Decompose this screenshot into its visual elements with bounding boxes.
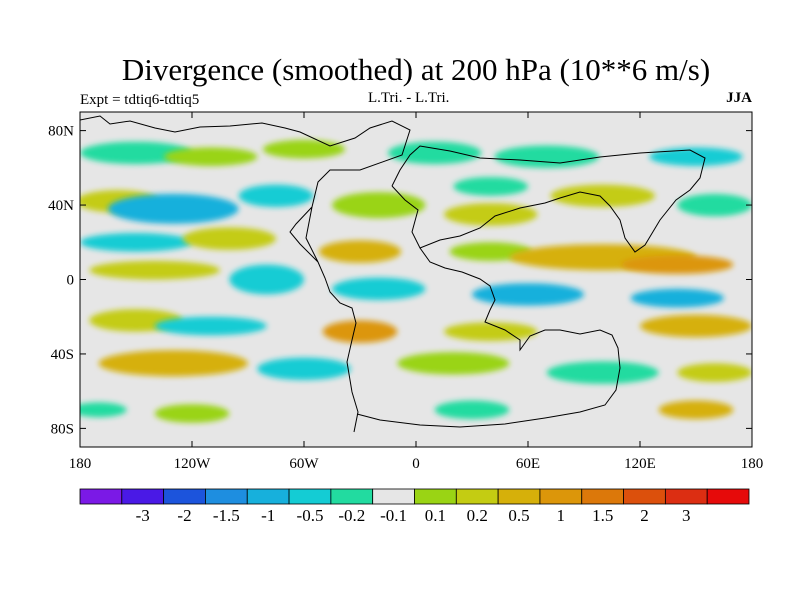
x-tick-label-2: 60W bbox=[289, 456, 319, 472]
field-region-31 bbox=[257, 357, 351, 380]
field-region-10 bbox=[444, 203, 538, 226]
colorbar-swatch-2 bbox=[163, 488, 206, 505]
colorbar-swatch-13 bbox=[623, 488, 666, 505]
axes: 180 120W 60W 0 60E 120E 180 80N 40N 0 40S 80S bbox=[48, 112, 763, 472]
y-tick-label-3: 40S bbox=[51, 347, 74, 363]
field-region-16 bbox=[318, 240, 402, 263]
experiment-label: Expt = tdtiq6-tdtiq5 bbox=[80, 92, 200, 108]
field-region-13 bbox=[677, 193, 752, 217]
region-label: L.Tri. - L.Tri. bbox=[368, 90, 450, 106]
colorbar-swatch-14 bbox=[664, 488, 708, 505]
field-region-27 bbox=[322, 320, 398, 343]
x-tick-label-3: 0 bbox=[412, 456, 420, 472]
colorbar-swatch-1 bbox=[121, 488, 165, 505]
field-region-24 bbox=[630, 288, 724, 308]
eurasia-africa-coastline bbox=[356, 145, 706, 428]
colorbar-swatch-10 bbox=[497, 488, 541, 505]
field-region-9 bbox=[332, 192, 426, 219]
field-region-23 bbox=[472, 283, 584, 306]
season-label: JJA bbox=[726, 90, 752, 106]
x-tick-label-4: 60E bbox=[516, 456, 540, 472]
colorbar-label-11: 1.5 bbox=[592, 506, 613, 525]
field-region-21 bbox=[229, 264, 304, 295]
x-tick-label-6: 180 bbox=[741, 456, 764, 472]
colorbar-label-4: -0.5 bbox=[297, 506, 324, 525]
colorbar-label-13: 3 bbox=[682, 506, 691, 525]
field-region-19 bbox=[621, 255, 734, 274]
colorbar-swatch-6 bbox=[330, 488, 374, 505]
field-region-28 bbox=[444, 322, 538, 341]
colorbar-swatch-8 bbox=[414, 488, 457, 505]
field-region-7 bbox=[108, 193, 239, 224]
field-region-22 bbox=[332, 277, 426, 300]
americas-coastline bbox=[80, 115, 411, 433]
field-region-33 bbox=[546, 361, 659, 384]
colorbar-label-10: 1 bbox=[557, 506, 566, 525]
plot-background bbox=[80, 112, 752, 447]
field-region-32 bbox=[397, 352, 510, 375]
field-region-2 bbox=[262, 139, 346, 159]
colorbar-label-1: -2 bbox=[177, 506, 191, 525]
y-tick-label-2: 0 bbox=[67, 273, 75, 289]
field-region-0 bbox=[80, 141, 192, 165]
colorbar-swatch-11 bbox=[539, 488, 583, 505]
field-region-38 bbox=[658, 400, 734, 420]
colorbar-label-7: 0.1 bbox=[425, 506, 446, 525]
field-region-5 bbox=[649, 147, 743, 166]
colorbar-swatch-15 bbox=[706, 488, 750, 505]
colorbar-swatch-4 bbox=[246, 488, 290, 505]
field-region-14 bbox=[80, 233, 192, 252]
y-tick-label-4: 80S bbox=[51, 421, 74, 437]
colorbar-swatch-9 bbox=[455, 488, 499, 505]
x-tick-label-1: 120W bbox=[174, 456, 212, 472]
field-region-12 bbox=[550, 184, 655, 207]
field-region-8 bbox=[238, 184, 314, 207]
divergence-field bbox=[80, 139, 752, 423]
field-region-1 bbox=[164, 147, 258, 166]
field-region-26 bbox=[154, 316, 267, 336]
colorbar-label-6: -0.1 bbox=[380, 506, 407, 525]
field-region-3 bbox=[388, 141, 482, 165]
field-region-20 bbox=[89, 260, 220, 280]
colorbar-swatch-0 bbox=[79, 488, 123, 505]
colorbar-label-12: 2 bbox=[640, 506, 649, 525]
field-region-37 bbox=[434, 400, 510, 420]
colorbar-label-9: 0.5 bbox=[508, 506, 529, 525]
colorbar-label-8: 0.2 bbox=[467, 506, 488, 525]
colorbar-label-5: -0.2 bbox=[338, 506, 365, 525]
y-tick-label-0: 80N bbox=[48, 124, 74, 140]
field-region-35 bbox=[80, 402, 127, 418]
colorbar-label-3: -1 bbox=[261, 506, 275, 525]
coastlines bbox=[80, 115, 706, 433]
colorbar: -3 -2 -1.5 -1 -0.5 -0.2 -0.1 0.1 0.2 0.5 1 1.5 2 3 bbox=[79, 488, 750, 525]
colorbar-swatch-5 bbox=[288, 488, 332, 505]
colorbar-swatch-7 bbox=[372, 488, 415, 505]
field-region-30 bbox=[98, 350, 248, 377]
y-tick-label-1: 40N bbox=[48, 198, 74, 214]
field-region-11 bbox=[453, 177, 528, 196]
colorbar-swatch-3 bbox=[205, 488, 248, 505]
chart-title: Divergence (smoothed) at 200 hPa (10**6 … bbox=[121, 52, 711, 87]
field-region-36 bbox=[154, 404, 230, 423]
x-tick-label-0: 180 bbox=[69, 456, 92, 472]
colorbar-label-2: -1.5 bbox=[213, 506, 240, 525]
colorbar-label-0: -3 bbox=[136, 506, 150, 525]
colorbar-swatch-12 bbox=[581, 488, 624, 505]
field-region-15 bbox=[182, 227, 276, 250]
field-region-34 bbox=[677, 363, 752, 382]
field-region-29 bbox=[640, 314, 752, 338]
field-region-4 bbox=[494, 145, 599, 168]
x-tick-label-5: 120E bbox=[624, 456, 656, 472]
